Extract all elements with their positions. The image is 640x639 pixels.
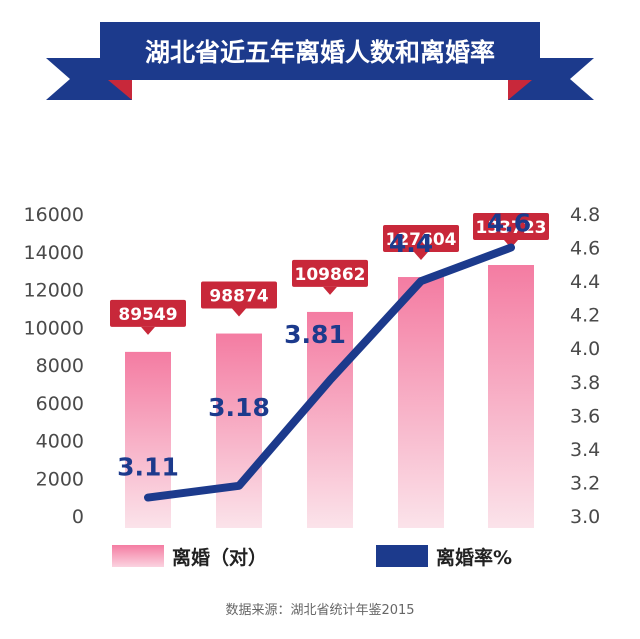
bar-data-label: 127604 (383, 225, 459, 261)
source-note: 数据来源：湖北省统计年鉴2015 (225, 603, 414, 618)
bar-label-text: 127604 (386, 230, 457, 250)
bar (125, 351, 171, 528)
rate-data-label: 3.18 (208, 393, 270, 422)
legend: 离婚（对） 离婚率% (112, 545, 512, 569)
bar-label-text: 89549 (118, 305, 177, 325)
bar (398, 277, 444, 528)
bar (216, 333, 262, 528)
right-axis: 4.8 4.6 4.4 4.2 4.0 3.8 3.6 3.4 3.2 3.0 (570, 204, 600, 528)
left-tick-label: 12000 (24, 280, 84, 302)
line-series (144, 243, 515, 502)
left-tick-label: 16000 (24, 204, 84, 226)
bar-label-text: 109862 (295, 265, 366, 285)
ribbon-left-fold (108, 80, 132, 100)
left-tick-label: 4000 (36, 431, 84, 453)
right-tick-label: 4.2 (570, 305, 600, 327)
bar-data-label: 109862 (292, 259, 368, 295)
bar-series (125, 265, 534, 528)
left-tick-label: 0 (72, 506, 84, 528)
bar-label-box (201, 281, 277, 309)
rate-line-path (144, 243, 515, 502)
left-tick-label: 6000 (36, 393, 84, 415)
legend-swatch-bars (112, 545, 164, 567)
bar-label-pointer (323, 286, 337, 295)
title-ribbon: 湖北省近五年离婚人数和离婚率 (46, 22, 594, 100)
title-banner (100, 22, 540, 80)
left-tick-label: 10000 (24, 317, 84, 339)
bar-data-label: 98874 (201, 281, 277, 317)
legend-label-bars: 离婚（对） (172, 546, 267, 569)
bar-label-text: 98874 (209, 287, 268, 307)
bar-data-label: 89549 (110, 299, 186, 335)
bar-data-labels: 89549 98874 109862 127604 133723 (110, 213, 549, 335)
left-tick-label: 2000 (36, 468, 84, 490)
right-tick-label: 4.4 (570, 271, 600, 293)
line-data-labels: 3.11 3.18 3.81 4.4 4.6 (117, 209, 531, 482)
right-tick-label: 3.6 (570, 405, 600, 427)
bar-label-box (110, 299, 186, 327)
left-tick-label: 8000 (36, 355, 84, 377)
rate-data-label: 3.11 (117, 453, 179, 482)
right-tick-label: 4.6 (570, 238, 600, 260)
bar-label-pointer (232, 308, 246, 317)
bar-data-label: 133723 (473, 213, 549, 248)
right-tick-label: 3.0 (570, 506, 600, 528)
right-tick-label: 3.4 (570, 439, 600, 461)
legend-swatch-line (376, 545, 428, 567)
bar (307, 311, 353, 528)
bar-label-pointer (141, 326, 155, 335)
left-axis: 16000 14000 12000 10000 8000 6000 4000 2000 0 (24, 204, 84, 528)
legend-label-line: 离婚率% (436, 546, 512, 569)
bar-label-box (473, 213, 549, 240)
bar-label-text: 133723 (476, 218, 547, 238)
bar (488, 265, 534, 528)
ribbon-right-fold (508, 80, 532, 100)
rate-data-label: 4.6 (487, 209, 531, 238)
rate-data-label: 4.4 (389, 229, 433, 258)
bar-label-box (292, 259, 368, 287)
left-tick-label: 14000 (24, 242, 84, 264)
rate-data-label: 3.81 (284, 320, 346, 349)
right-tick-label: 4.0 (570, 338, 600, 360)
bar-label-pointer (414, 252, 428, 261)
right-tick-label: 3.8 (570, 372, 600, 394)
chart-title: 湖北省近五年离婚人数和离婚率 (145, 38, 495, 67)
right-tick-label: 3.2 (570, 472, 600, 494)
right-tick-label: 4.8 (570, 204, 600, 226)
bar-label-box (383, 225, 459, 253)
